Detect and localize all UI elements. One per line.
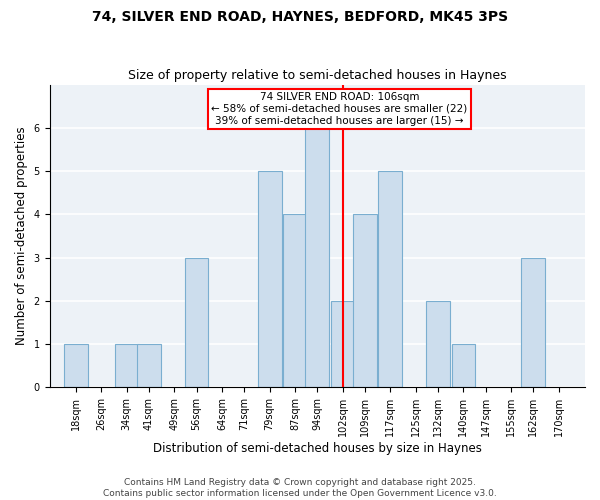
Bar bbox=[64, 344, 88, 388]
Bar bbox=[283, 214, 307, 388]
Text: Contains HM Land Registry data © Crown copyright and database right 2025.
Contai: Contains HM Land Registry data © Crown c… bbox=[103, 478, 497, 498]
Bar bbox=[331, 301, 355, 388]
Title: Size of property relative to semi-detached houses in Haynes: Size of property relative to semi-detach… bbox=[128, 69, 506, 82]
Bar bbox=[379, 171, 402, 388]
Bar bbox=[137, 344, 161, 388]
Bar bbox=[353, 214, 377, 388]
Bar bbox=[185, 258, 208, 388]
Text: 74, SILVER END ROAD, HAYNES, BEDFORD, MK45 3PS: 74, SILVER END ROAD, HAYNES, BEDFORD, MK… bbox=[92, 10, 508, 24]
Bar bbox=[115, 344, 139, 388]
Bar bbox=[521, 258, 545, 388]
Bar bbox=[305, 128, 329, 388]
Text: 74 SILVER END ROAD: 106sqm
← 58% of semi-detached houses are smaller (22)
39% of: 74 SILVER END ROAD: 106sqm ← 58% of semi… bbox=[211, 92, 467, 126]
X-axis label: Distribution of semi-detached houses by size in Haynes: Distribution of semi-detached houses by … bbox=[153, 442, 482, 455]
Bar bbox=[426, 301, 450, 388]
Y-axis label: Number of semi-detached properties: Number of semi-detached properties bbox=[15, 126, 28, 346]
Bar bbox=[257, 171, 281, 388]
Bar bbox=[452, 344, 475, 388]
